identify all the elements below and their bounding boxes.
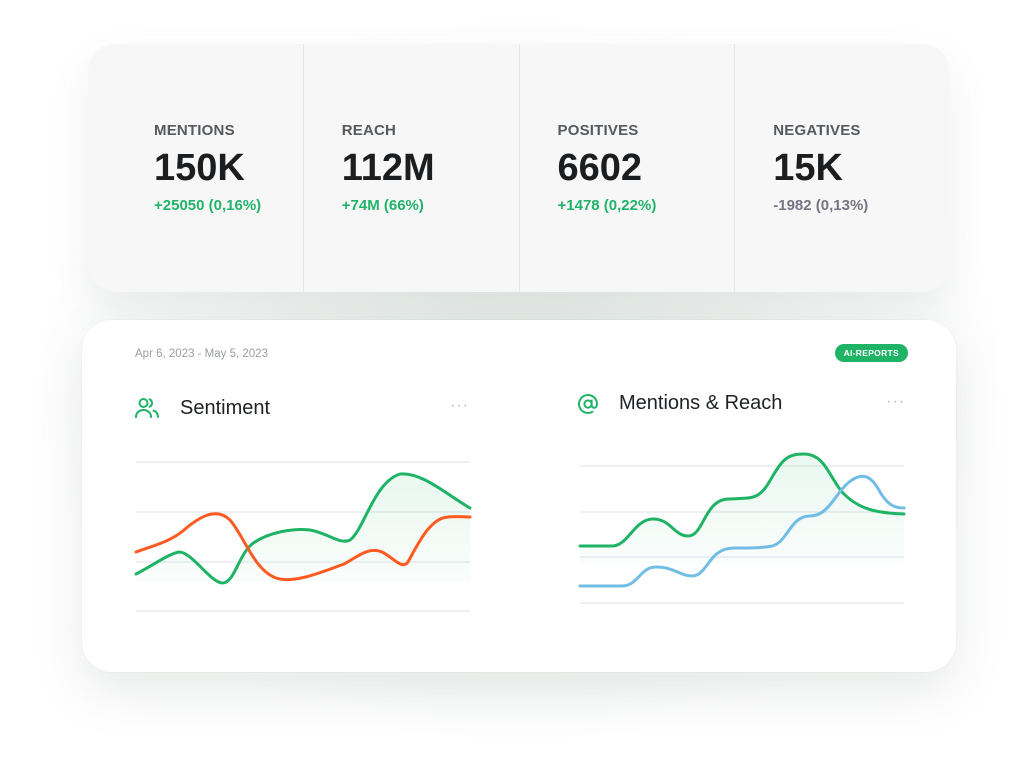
stat-value: 150K xyxy=(154,147,245,189)
stat-delta: -1982 (0,13%) xyxy=(773,197,869,214)
stat-value: 6602 xyxy=(557,147,643,189)
mentions-reach-title: Mentions & Reach xyxy=(577,392,782,415)
stat-negatives: NEGATIVES 15K -1982 (0,13%) xyxy=(735,44,950,292)
users-icon xyxy=(134,395,160,421)
mentions-area-fill xyxy=(580,454,904,564)
mentions-green-line xyxy=(578,452,906,548)
stat-label: MENTIONS xyxy=(154,122,235,139)
sentiment-title: Sentiment xyxy=(134,395,270,421)
mentions-reach-title-text: Mentions & Reach xyxy=(619,392,783,414)
stat-mentions: MENTIONS 150K +25050 (0,16%) xyxy=(88,44,304,292)
sentiment-green-line xyxy=(134,472,472,585)
at-icon xyxy=(577,393,599,415)
stat-reach: REACH 112M +74M (66%) xyxy=(304,44,520,292)
stat-label: POSITIVES xyxy=(557,122,639,139)
mentions-reach-chart xyxy=(578,452,906,604)
sentiment-more-button[interactable]: ··· xyxy=(450,397,469,414)
sentiment-chart xyxy=(134,461,472,612)
stat-label: REACH xyxy=(341,122,397,139)
mentions-reach-more-button[interactable]: ··· xyxy=(886,393,905,410)
stat-delta: +1478 (0,22%) xyxy=(557,197,657,214)
stat-value: 112M xyxy=(341,147,435,189)
stat-positives: POSITIVES 6602 +1478 (0,22%) xyxy=(520,44,736,292)
report-card: Apr 6, 2023 - May 5, 2023 AI-REPORTS Sen… xyxy=(82,320,956,672)
stat-delta: +74M (66%) xyxy=(341,197,424,214)
reach-blue-line xyxy=(578,474,906,588)
date-range: Apr 6, 2023 - May 5, 2023 xyxy=(135,348,268,360)
stat-value: 15K xyxy=(773,147,843,189)
sentiment-orange-line xyxy=(134,512,472,582)
stat-delta: +25050 (0,16%) xyxy=(154,197,262,214)
ai-reports-badge[interactable]: AI-REPORTS xyxy=(834,344,908,362)
stat-label: NEGATIVES xyxy=(773,122,861,139)
stats-card: MENTIONS 150K +25050 (0,16%) REACH 112M … xyxy=(88,44,950,292)
sentiment-title-text: Sentiment xyxy=(180,396,271,419)
